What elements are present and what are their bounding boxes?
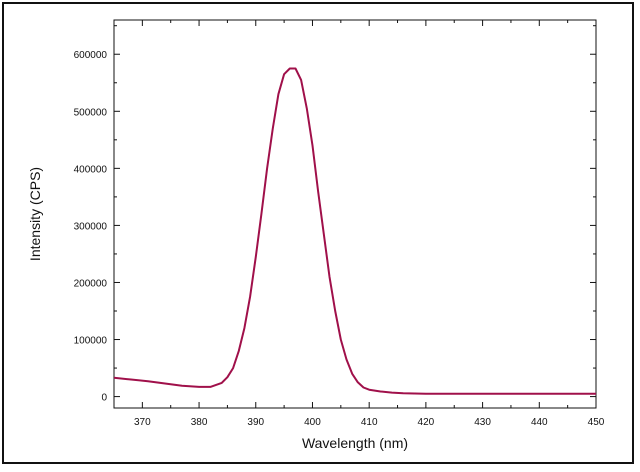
x-tick-label: 410 — [361, 417, 378, 428]
y-tick-label: 0 — [101, 393, 107, 404]
x-tick-label: 450 — [588, 417, 605, 428]
y-tick-label: 200000 — [74, 278, 108, 289]
y-axis: 0 100000 200000 300000 400000 500000 600000 — [74, 25, 596, 404]
y-tick-label: 400000 — [74, 164, 108, 175]
x-axis: 370 380 390 400 410 420 430 440 450 — [113, 20, 605, 428]
y-tick-label: 500000 — [74, 107, 108, 118]
y-tick-label: 300000 — [74, 221, 108, 232]
plot-area: 370 380 390 400 410 420 430 440 450 0 100000 20000… — [74, 19, 605, 428]
plot-border — [113, 19, 597, 409]
y-tick-label: 600000 — [74, 50, 108, 61]
y-tick-label: 100000 — [74, 336, 108, 347]
x-tick-label: 440 — [531, 417, 548, 428]
x-tick-label: 430 — [474, 417, 491, 428]
x-tick-label: 380 — [191, 417, 208, 428]
series-line — [113, 67, 596, 395]
chart-frame — [2, 2, 634, 464]
y-axis-title: Intensity (CPS) — [27, 167, 43, 261]
x-tick-label: 390 — [247, 417, 264, 428]
x-axis-title: Wavelength (nm) — [302, 435, 408, 451]
x-tick-label: 420 — [418, 417, 435, 428]
x-tick-label: 370 — [134, 417, 151, 428]
x-tick-label: 400 — [304, 417, 321, 428]
